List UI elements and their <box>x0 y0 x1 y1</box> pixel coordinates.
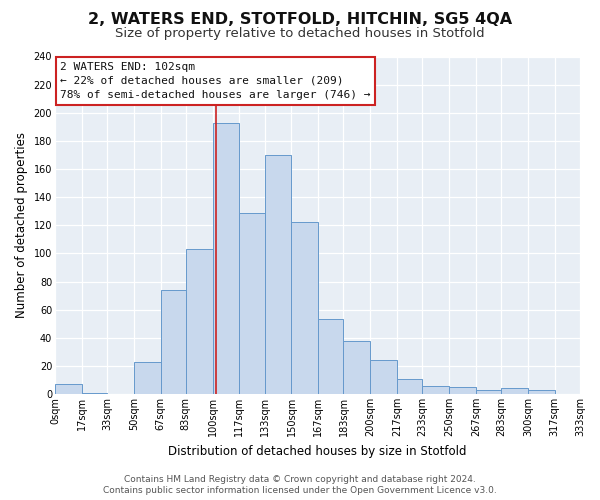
Bar <box>265 155 292 394</box>
Text: 2 WATERS END: 102sqm
← 22% of detached houses are smaller (209)
78% of semi-deta: 2 WATERS END: 102sqm ← 22% of detached h… <box>60 62 371 100</box>
Bar <box>212 122 239 394</box>
X-axis label: Distribution of detached houses by size in Stotfold: Distribution of detached houses by size … <box>168 444 467 458</box>
Bar <box>161 290 186 394</box>
Text: Contains public sector information licensed under the Open Government Licence v3: Contains public sector information licen… <box>103 486 497 495</box>
Bar <box>449 387 476 394</box>
Bar <box>186 249 212 394</box>
Bar <box>476 390 501 394</box>
Bar <box>528 390 555 394</box>
Bar <box>397 378 422 394</box>
Bar <box>422 386 449 394</box>
Text: Contains HM Land Registry data © Crown copyright and database right 2024.: Contains HM Land Registry data © Crown c… <box>124 475 476 484</box>
Bar <box>370 360 397 394</box>
Bar <box>239 212 265 394</box>
Bar <box>55 384 82 394</box>
Bar <box>501 388 528 394</box>
Bar <box>134 362 161 394</box>
Text: 2, WATERS END, STOTFOLD, HITCHIN, SG5 4QA: 2, WATERS END, STOTFOLD, HITCHIN, SG5 4Q… <box>88 12 512 28</box>
Text: Size of property relative to detached houses in Stotfold: Size of property relative to detached ho… <box>115 28 485 40</box>
Bar <box>318 320 343 394</box>
Y-axis label: Number of detached properties: Number of detached properties <box>15 132 28 318</box>
Bar <box>82 392 107 394</box>
Bar <box>343 340 370 394</box>
Bar <box>292 222 318 394</box>
